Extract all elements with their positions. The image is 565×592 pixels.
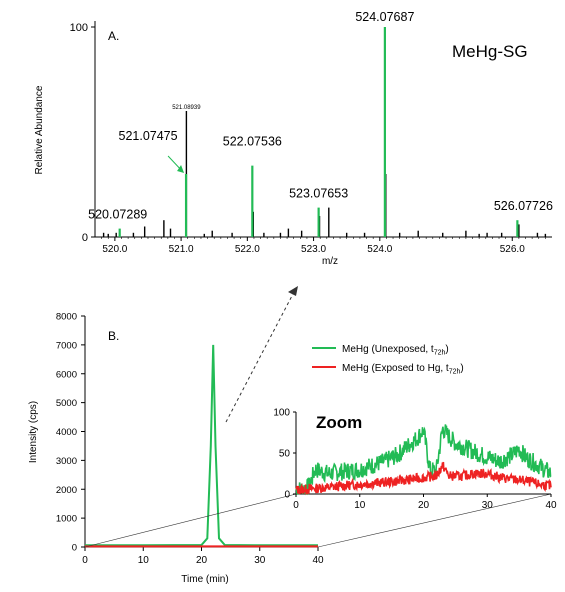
legend-label: MeHg (Exposed to Hg, t72h) [342, 363, 464, 376]
inset-x-tick-label: 30 [482, 500, 494, 511]
dashed-arrow-head [288, 286, 298, 296]
panel-a-x-tick-label: 522.0 [235, 244, 260, 255]
panel-a-arrow-head [177, 165, 185, 173]
panel-a-x-tick-label: 521.0 [169, 244, 194, 255]
inset-x-tick-label: 20 [418, 500, 430, 511]
panel-a: A. MeHg-SG m/z Relative Abundance 520.0 5… [34, 10, 553, 267]
zoom-connector-left [84, 493, 297, 548]
zoom-connectors [84, 286, 552, 548]
panel-a-peak-value-label: 522.07536 [223, 135, 282, 149]
inset-y-tick-label: 50 [279, 449, 291, 460]
panel-b-y-tick-label: 1000 [56, 514, 77, 525]
panel-a-x-tick-label: 523.0 [301, 244, 326, 255]
panel-a-x-tick-label: 520.0 [102, 244, 127, 255]
zoom-inset: Zoom 0 10 20 30 40 0 50 100 [273, 408, 557, 512]
inset-x-tick-label: 10 [354, 500, 366, 511]
panel-b-y-label: Intensity (cps) [28, 401, 39, 463]
legend: MeHg (Unexposed, t72h)MeHg (Exposed to H… [312, 344, 464, 376]
legend-suffix: ) [460, 363, 463, 374]
legend-label: MeHg (Unexposed, t72h) [342, 344, 449, 357]
panel-b-y-tick-label: 2000 [56, 485, 77, 496]
panel-b-y-tick-label: 6000 [56, 369, 77, 380]
inset-title: Zoom [316, 413, 362, 432]
dashed-arrow [225, 291, 295, 423]
panel-b-x-tick-label: 0 [82, 555, 88, 566]
inset-x-tick-label: 40 [545, 500, 557, 511]
panel-a-y-tick-label: 0 [82, 232, 88, 244]
panel-b-y-tick-label: 5000 [56, 398, 77, 409]
panel-a-peak-value-label: 523.07653 [289, 187, 348, 201]
series-line-unexposed [85, 344, 318, 547]
panel-b-x-tick-label: 30 [254, 555, 266, 566]
panel-b-y-tick-label: 3000 [56, 456, 77, 467]
panel-a-x-label: m/z [322, 256, 338, 267]
legend-name: MeHg (Unexposed, t [342, 344, 434, 355]
inset-x-tick-label: 0 [293, 500, 299, 511]
panel-a-x-tick-label: 526.0 [500, 244, 525, 255]
panel-b: B. Time (min) Intensity (cps) 0 10 20 30 400… [28, 286, 557, 585]
panel-a-peak-value-label: 520.07289 [88, 208, 147, 222]
legend-name: MeHg (Exposed to Hg, t [342, 363, 449, 374]
panel-a-peak-value-label: 526.07726 [494, 199, 553, 213]
panel-b-y-tick-label: 8000 [56, 312, 77, 323]
panel-a-peak-label: 521.08939 [172, 105, 201, 111]
panel-b-y-tick-label: 4000 [56, 427, 77, 438]
panel-a-y-label: Relative Abundance [34, 85, 45, 174]
panel-a-peak-value-label: 521.07475 [119, 129, 178, 143]
inset-series-unexposed [295, 424, 552, 496]
panel-b-x-label: Time (min) [181, 574, 228, 585]
panel-a-title: MeHg-SG [452, 42, 528, 61]
panel-b-x-tick-label: 40 [312, 555, 324, 566]
panel-b-y-tick-label: 0 [72, 543, 77, 554]
panel-b-y-tick-label: 7000 [56, 340, 77, 351]
panel-a-y-tick-label: 100 [70, 22, 88, 34]
inset-y-tick-label: 0 [284, 490, 290, 501]
panel-a-x-tick-label: 524.0 [367, 244, 392, 255]
panel-b-label: B. [108, 329, 119, 343]
panel-b-x-tick-label: 20 [196, 555, 208, 566]
legend-subscript: 72h [449, 369, 461, 376]
legend-suffix: ) [445, 344, 448, 355]
inset-series-exposed [295, 461, 552, 496]
panel-a-label: A. [108, 29, 119, 43]
legend-subscript: 72h [434, 350, 446, 357]
panel-b-x-tick-label: 10 [138, 555, 150, 566]
zoom-connector-right [317, 493, 552, 548]
panel-a-peak-value-label: 524.07687 [355, 10, 414, 24]
inset-y-tick-label: 100 [273, 408, 290, 419]
